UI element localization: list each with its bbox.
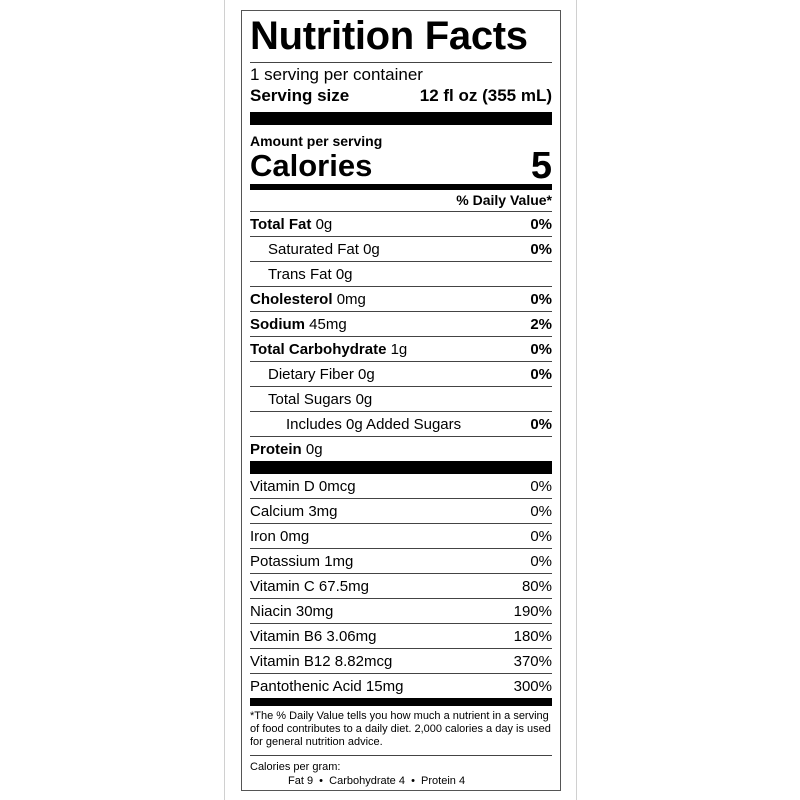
vitamin-row: Niacin 30mg 190%: [250, 598, 552, 623]
nutrient-name: Total Carbohydrate: [250, 340, 387, 358]
vitamin-row: Pantothenic Acid 15mg 300%: [250, 673, 552, 698]
calories-per-gram-values: Fat 9 • Carbohydrate 4 • Protein 4: [288, 775, 466, 787]
nutrient-name: Sodium: [250, 315, 305, 333]
calories-row: Calories 5: [250, 145, 552, 187]
nutrient-row: Total Carbohydrate 1g 0%: [250, 336, 552, 361]
nutrient-name: Total Fat: [250, 215, 312, 233]
calories-per-gram-label: Calories per gram:: [250, 761, 341, 773]
vitamin-label: Iron 0mg: [250, 527, 310, 545]
servings-per-container: 1 serving per container: [250, 65, 423, 84]
serving-size-value: 12 fl oz (355 mL): [419, 86, 552, 105]
label-title: Nutrition Facts: [250, 14, 528, 58]
nutrient-label: Total Sugars 0g: [250, 391, 372, 408]
nutrient-amount: 0g: [358, 365, 375, 383]
nutrient-name: Cholesterol: [250, 290, 333, 308]
vitamin-label: Vitamin B6 3.06mg: [250, 627, 377, 645]
daily-value-header: % Daily Value*: [456, 192, 552, 208]
nutrient-amount: 45mg: [309, 315, 347, 333]
vitamin-label: Vitamin C 67.5mg: [250, 577, 369, 595]
serving-size-label: Serving size: [250, 86, 350, 105]
vitamin-row: Calcium 3mg 0%: [250, 498, 552, 523]
calories-value: 5: [530, 145, 552, 187]
nutrient-label: Includes 0g Added Sugars: [250, 416, 461, 433]
vitamin-row: Potassium 1mg 0%: [250, 548, 552, 573]
vitamin-label: Calcium 3mg: [250, 502, 338, 520]
vitamin-label: Vitamin B12 8.82mcg: [250, 652, 393, 670]
nutrient-amount: 0g: [363, 240, 380, 258]
vitamin-row: Vitamin B12 8.82mcg 370%: [250, 648, 552, 673]
vitamin-daily-value: 80%: [521, 577, 552, 595]
nutrient-row: Protein 0g: [250, 436, 552, 461]
nutrition-label: Nutrition Facts 1 serving per container …: [241, 10, 561, 791]
nutrient-amount: 0g: [335, 265, 353, 283]
vitamin-daily-value: 0%: [530, 477, 552, 495]
nutrient-name: Dietary Fiber: [268, 365, 354, 383]
nutrient-amount: 0g: [305, 440, 323, 458]
footnote: *The % Daily Value tells you how much a …: [250, 710, 551, 748]
nutrient-row: Saturated Fat 0g 0%: [250, 236, 552, 261]
vitamin-daily-value: 180%: [513, 627, 552, 645]
vitamin-row: Vitamin B6 3.06mg 180%: [250, 623, 552, 648]
nutrient-label: Total Fat 0g: [250, 216, 332, 233]
nutrient-label: Total Carbohydrate 1g: [250, 341, 407, 358]
nutrient-row: Total Fat 0g 0%: [250, 211, 552, 236]
nutrient-row: Dietary Fiber 0g 0%: [250, 361, 552, 386]
nutrient-row: Cholesterol 0mg 0%: [250, 286, 552, 311]
vitamin-daily-value: 300%: [513, 677, 552, 695]
vitamin-row: Vitamin C 67.5mg 80%: [250, 573, 552, 598]
nutrient-name: Total Sugars: [268, 390, 352, 408]
nutrient-daily-value: 0%: [530, 290, 552, 308]
nutrient-amount: 0g: [355, 390, 373, 408]
vitamin-label: Potassium 1mg: [250, 552, 354, 570]
nutrient-row: Total Sugars 0g: [250, 386, 552, 411]
nutrient-daily-value: 0%: [530, 240, 552, 258]
vitamin-label: Vitamin D 0mcg: [250, 477, 356, 495]
nutrient-row: Sodium 45mg 2%: [250, 311, 552, 336]
nutrient-amount: 0mg: [336, 290, 366, 308]
nutrient-daily-value: 0%: [530, 365, 552, 383]
vitamin-label: Niacin 30mg: [250, 602, 334, 620]
vitamin-row: Iron 0mg 0%: [250, 523, 552, 548]
nutrient-row: Includes 0g Added Sugars 0%: [250, 411, 552, 436]
vitamin-daily-value: 0%: [530, 527, 552, 545]
vitamin-daily-value: 0%: [530, 552, 552, 570]
nutrient-row: Trans Fat 0g: [250, 261, 552, 286]
nutrient-label: Dietary Fiber 0g: [250, 366, 375, 383]
nutrient-label: Saturated Fat 0g: [250, 241, 380, 258]
nutrient-name: Saturated Fat: [268, 240, 359, 258]
nutrient-amount: 0g: [315, 215, 333, 233]
vitamin-daily-value: 0%: [530, 502, 552, 520]
page-edge-left: [224, 0, 225, 800]
nutrient-name: Protein: [250, 440, 302, 458]
nutrient-label: Protein 0g: [250, 441, 323, 458]
calories-label: Calories: [250, 148, 373, 183]
nutrient-daily-value: 2%: [530, 315, 552, 333]
nutrient-daily-value: 0%: [530, 415, 552, 433]
vitamin-row: Vitamin D 0mcg 0%: [250, 474, 552, 498]
nutrient-amount: 1g: [390, 340, 408, 358]
nutrient-label: Sodium 45mg: [250, 316, 347, 333]
nutrient-label: Cholesterol 0mg: [250, 291, 366, 308]
page-edge-right: [576, 0, 577, 800]
nutrient-name: Trans Fat: [268, 265, 332, 283]
vitamin-daily-value: 190%: [513, 602, 552, 620]
vitamin-daily-value: 370%: [513, 652, 552, 670]
nutrient-name: Includes 0g Added Sugars: [286, 415, 462, 433]
nutrient-daily-value: 0%: [530, 215, 552, 233]
nutrient-label: Trans Fat 0g: [250, 266, 353, 283]
nutrient-daily-value: 0%: [530, 340, 552, 358]
amount-per-serving: Amount per serving: [250, 133, 383, 149]
vitamin-label: Pantothenic Acid 15mg: [250, 677, 404, 695]
serving-size: Serving size 12 fl oz (355 mL): [250, 85, 552, 107]
